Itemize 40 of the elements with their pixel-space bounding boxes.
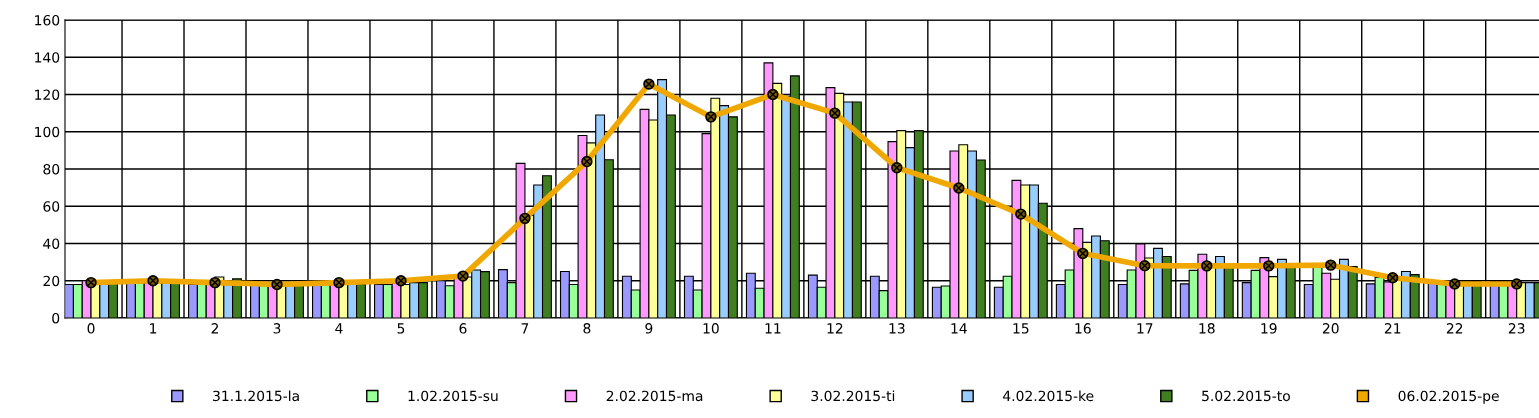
x-tick-label: 18 <box>1199 323 1215 334</box>
x-tick-label: 1 <box>150 323 157 334</box>
x-tick-label: 11 <box>765 323 781 334</box>
x-tick-label: 4 <box>335 323 343 334</box>
legend-label: 4.02.2015-ke <box>1003 390 1094 402</box>
x-tick-label: 8 <box>583 323 591 334</box>
x-tick-label: 17 <box>1137 323 1153 334</box>
y-tick-label: 20 <box>43 275 60 287</box>
x-tick-label: 7 <box>521 323 529 334</box>
x-tick-label: 5 <box>397 323 405 334</box>
x-tick-label: 10 <box>703 323 719 334</box>
y-tick-label: 40 <box>43 238 60 249</box>
x-tick-label: 6 <box>459 323 467 334</box>
legend-label: 06.02.2015-pe <box>1398 390 1499 404</box>
y-tick-label: 120 <box>35 89 60 100</box>
legend-label: 2.02.2015-ma <box>606 390 703 402</box>
x-tick-label: 9 <box>645 323 653 334</box>
y-tick-label: 160 <box>35 14 60 26</box>
x-tick-label: 13 <box>889 323 905 334</box>
y-tick-label: 80 <box>43 163 60 175</box>
y-tick-label: 140 <box>35 52 60 63</box>
x-tick-label: 15 <box>1013 323 1029 334</box>
y-tick-label: 100 <box>35 126 60 138</box>
x-tick-label: 19 <box>1261 323 1277 334</box>
x-tick-label: 2 <box>211 323 219 334</box>
x-tick-label: 16 <box>1075 323 1091 334</box>
x-tick-label: 22 <box>1446 323 1463 334</box>
x-tick-label: 21 <box>1384 323 1401 334</box>
legend-label: 1.02.2015-su <box>408 390 498 402</box>
legend-label: 31.1.2015-la <box>213 390 299 402</box>
y-tick-label: 60 <box>43 201 60 212</box>
legend-label: 5.02.2015-to <box>1202 390 1290 402</box>
x-tick-label: 20 <box>1322 323 1339 334</box>
x-tick-label: 12 <box>827 323 843 334</box>
x-tick-label: 23 <box>1508 323 1525 334</box>
y-tick-label: 0 <box>52 312 60 324</box>
x-tick-label: 3 <box>273 323 281 334</box>
legend-label: 3.02.2015-ti <box>811 390 895 402</box>
x-tick-label: 0 <box>87 323 95 334</box>
x-tick-label: 14 <box>951 323 967 334</box>
